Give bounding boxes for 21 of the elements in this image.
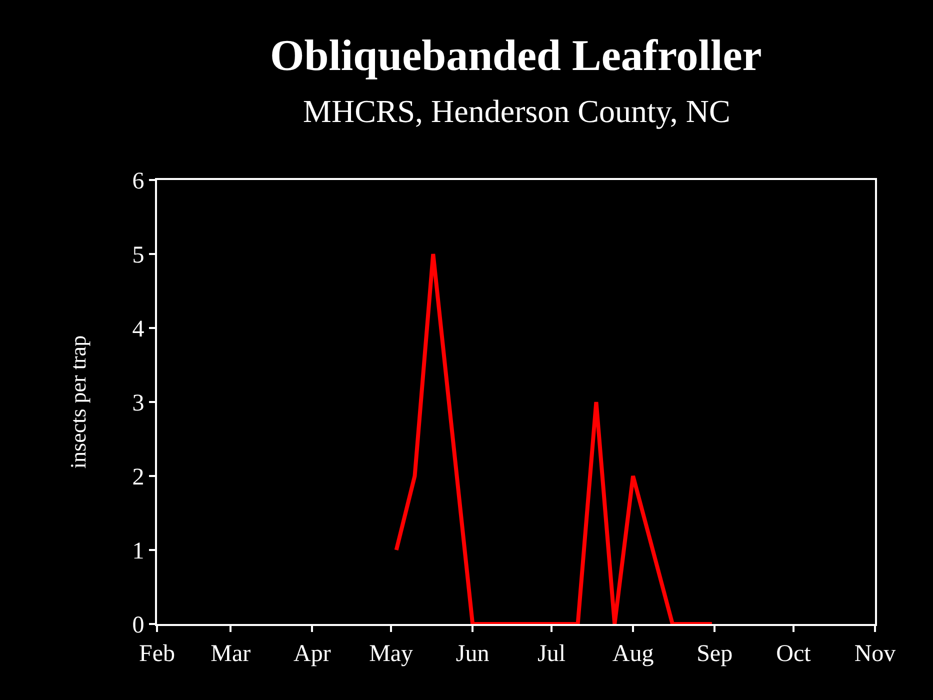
y-tick-label: 3 — [132, 390, 144, 416]
x-tick-label: Apr — [294, 640, 331, 667]
y-tick-label: 5 — [132, 242, 144, 268]
line-series — [394, 252, 714, 624]
x-tick-label: Oct — [776, 640, 812, 667]
x-tick-label: Aug — [612, 640, 654, 667]
chart-subtitle: MHCRS, Henderson County, NC — [303, 93, 730, 129]
chart-title: Obliquebanded Leafroller — [270, 31, 762, 80]
x-tick-label: Jul — [538, 640, 566, 667]
y-tick-label: 2 — [132, 464, 144, 490]
x-tick-label: Nov — [854, 640, 896, 667]
x-tick-label: Feb — [139, 640, 175, 667]
y-tick-label: 4 — [132, 316, 144, 342]
x-tick-label: Jun — [456, 640, 490, 667]
y-tick-label: 1 — [132, 538, 144, 564]
y-tick-label: 6 — [132, 168, 144, 194]
y-tick-label: 0 — [132, 612, 144, 638]
y-axis-title: insects per trap — [66, 335, 90, 469]
x-tick-label: May — [369, 640, 414, 667]
x-tick-label: Mar — [210, 640, 251, 667]
x-tick-label: Sep — [696, 640, 733, 667]
